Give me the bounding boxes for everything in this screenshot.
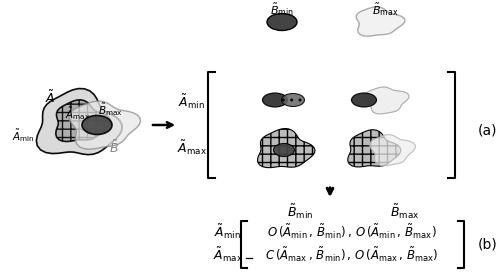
Ellipse shape [82, 116, 112, 135]
Text: $C\,(\tilde{A}_{\mathrm{max}}\,,\,\tilde{B}_{\mathrm{min}})\,,\,O\,(\tilde{A}_{\: $C\,(\tilde{A}_{\mathrm{max}}\,,\,\tilde… [265, 246, 438, 264]
Text: $\tilde{A}_{\mathrm{max}}$: $\tilde{A}_{\mathrm{max}}$ [176, 139, 206, 157]
Text: (a): (a) [477, 123, 497, 137]
Ellipse shape [281, 93, 304, 107]
Ellipse shape [262, 93, 287, 107]
Ellipse shape [273, 144, 294, 156]
Text: $\tilde{A}_{\mathrm{min}}$: $\tilde{A}_{\mathrm{min}}$ [12, 128, 35, 144]
Polygon shape [36, 89, 122, 155]
Text: $\tilde{A}_{\mathrm{max}}$: $\tilde{A}_{\mathrm{max}}$ [65, 105, 91, 122]
Text: $O\,(\tilde{A}_{\mathrm{min}}\,,\,\tilde{B}_{\mathrm{min}})\,,\,O\,(\tilde{A}_{\: $O\,(\tilde{A}_{\mathrm{min}}\,,\,\tilde… [267, 223, 436, 241]
Polygon shape [69, 101, 140, 149]
Text: $\tilde{A}$: $\tilde{A}$ [45, 90, 55, 106]
Text: $\tilde{A}_{\mathrm{max}}$: $\tilde{A}_{\mathrm{max}}$ [212, 246, 242, 264]
Polygon shape [356, 7, 404, 36]
Polygon shape [257, 129, 314, 168]
Polygon shape [369, 135, 414, 166]
Text: $\tilde{B}_{\mathrm{min}}$: $\tilde{B}_{\mathrm{min}}$ [270, 2, 294, 18]
Text: $\tilde{B}_{\mathrm{max}}$: $\tilde{B}_{\mathrm{max}}$ [371, 2, 397, 18]
Polygon shape [347, 130, 400, 167]
Ellipse shape [351, 93, 376, 107]
Text: $\tilde{B}_{\mathrm{min}}$: $\tilde{B}_{\mathrm{min}}$ [286, 203, 313, 221]
Text: $\tilde{B}_{\mathrm{max}}$: $\tilde{B}_{\mathrm{max}}$ [389, 203, 419, 221]
Ellipse shape [267, 13, 297, 30]
Text: (b): (b) [477, 237, 497, 251]
Polygon shape [364, 87, 408, 114]
Text: $\tilde{B}_{\mathrm{max}}$: $\tilde{B}_{\mathrm{max}}$ [97, 102, 122, 118]
Text: $\tilde{B}_{\mathrm{min}}$: $\tilde{B}_{\mathrm{min}}$ [87, 117, 107, 133]
Text: $\tilde{A}_{\mathrm{min}}$: $\tilde{A}_{\mathrm{min}}$ [178, 93, 205, 111]
Text: $\tilde{A}_{\mathrm{min}}$: $\tilde{A}_{\mathrm{min}}$ [214, 223, 241, 241]
Polygon shape [56, 100, 110, 142]
Text: $\tilde{B}$: $\tilde{B}$ [109, 140, 119, 156]
